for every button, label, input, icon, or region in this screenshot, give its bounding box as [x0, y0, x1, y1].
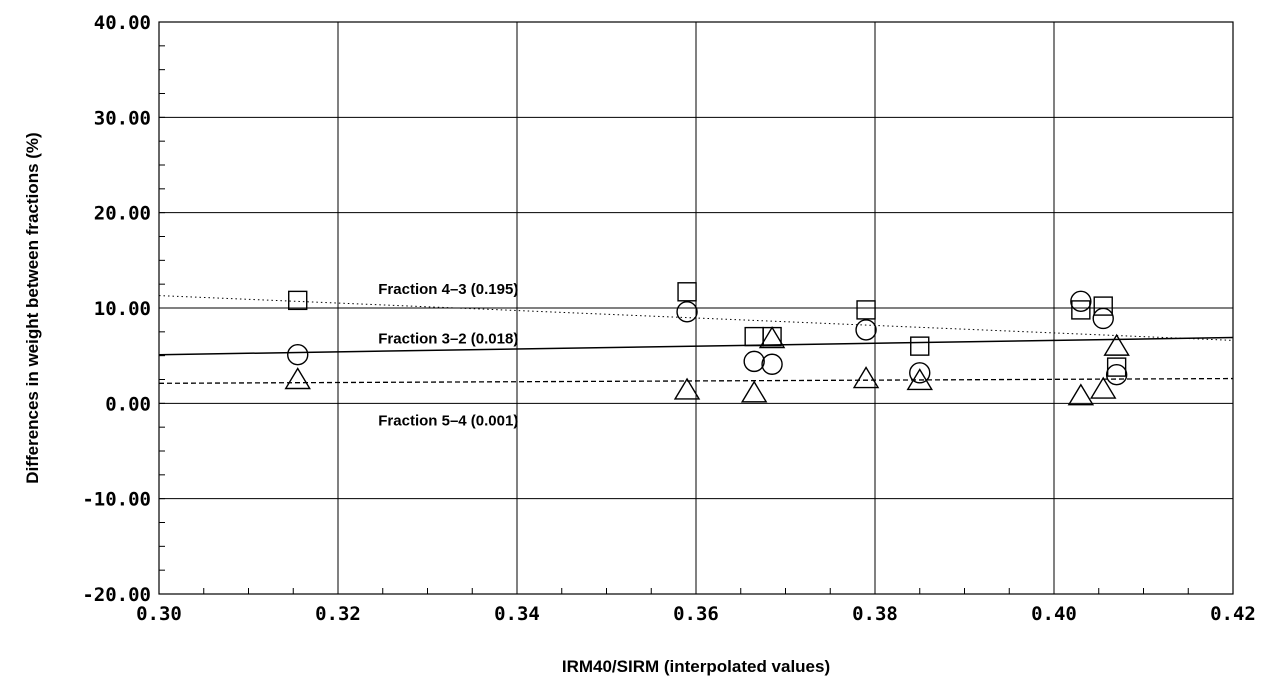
square-marker: [856, 300, 876, 320]
x-tick-label: 0.38: [852, 603, 898, 625]
square-marker: [910, 336, 930, 356]
triangle-marker: [1067, 383, 1095, 406]
y-tick-label: -10.00: [82, 489, 151, 511]
circle-marker: [909, 362, 931, 384]
x-tick-label: 0.42: [1210, 603, 1256, 625]
circle-marker: [1092, 307, 1114, 330]
triangle-marker: [852, 366, 880, 389]
fit-labels: Fraction 4–3 (0.195) Fraction 3–2 (0.018)…: [378, 281, 518, 430]
square-marker: [1106, 357, 1127, 377]
y-tick-label: 30.00: [94, 107, 151, 129]
triangle-marker: [906, 368, 933, 391]
x-tick-label: 0.34: [494, 603, 540, 625]
fit-line-dashed: [158, 377, 1234, 384]
y-axis-title: Differences in weight between fractions …: [23, 132, 42, 483]
y-tick-label: 0.00: [105, 393, 151, 415]
triangle-marker: [284, 367, 311, 390]
triangle-marker: [673, 377, 701, 400]
x-tick-label: 0.40: [1031, 603, 1077, 625]
square-marker: [762, 326, 782, 347]
y-tick-label: 20.00: [94, 203, 151, 225]
x-tick-label: 0.30: [136, 603, 182, 625]
fit-line-solid: [158, 336, 1234, 356]
y-tick-label: 10.00: [94, 298, 151, 320]
square-marker: [744, 326, 764, 347]
circle-marker: [676, 301, 698, 323]
fit-line-dotted: [158, 295, 1234, 341]
circle-marker: [761, 353, 783, 375]
square-marker: [288, 290, 308, 311]
circle-marker: [1070, 290, 1092, 313]
fit-lines: [158, 295, 1234, 384]
y-tick-label: -20.00: [82, 584, 151, 606]
square-marker: [1071, 300, 1091, 320]
fit-label-triangle: Fraction 5–4 (0.001): [378, 412, 518, 429]
triangle-marker: [1089, 376, 1117, 399]
triangle-marker: [740, 380, 768, 403]
x-axis-title: IRM40/SIRM (interpolated values): [562, 657, 830, 676]
circle-marker: [287, 344, 309, 366]
x-tick-label: 0.32: [315, 603, 361, 625]
circle-marker: [855, 319, 877, 341]
x-tick-label: 0.36: [673, 603, 719, 625]
x-tick-labels: 0.30 0.32 0.34 0.36 0.38 0.40 0.42: [136, 603, 1256, 625]
triangle-marker: [1103, 333, 1130, 356]
y-tick-labels: -20.00 -10.00 0.00 10.00 20.00 30.00 40.00: [82, 12, 151, 606]
circle-marker: [1105, 364, 1128, 386]
fit-label-square: Fraction 4–3 (0.195): [378, 281, 518, 298]
fit-label-circle: Fraction 3–2 (0.018): [378, 331, 518, 348]
square-marker: [677, 282, 697, 302]
y-tick-label: 40.00: [94, 12, 151, 34]
triangle-marker: [758, 326, 786, 349]
minor-ticks: [158, 21, 1234, 595]
data-markers: [284, 282, 1130, 406]
circle-marker: [743, 350, 765, 373]
square-marker: [1093, 296, 1113, 316]
